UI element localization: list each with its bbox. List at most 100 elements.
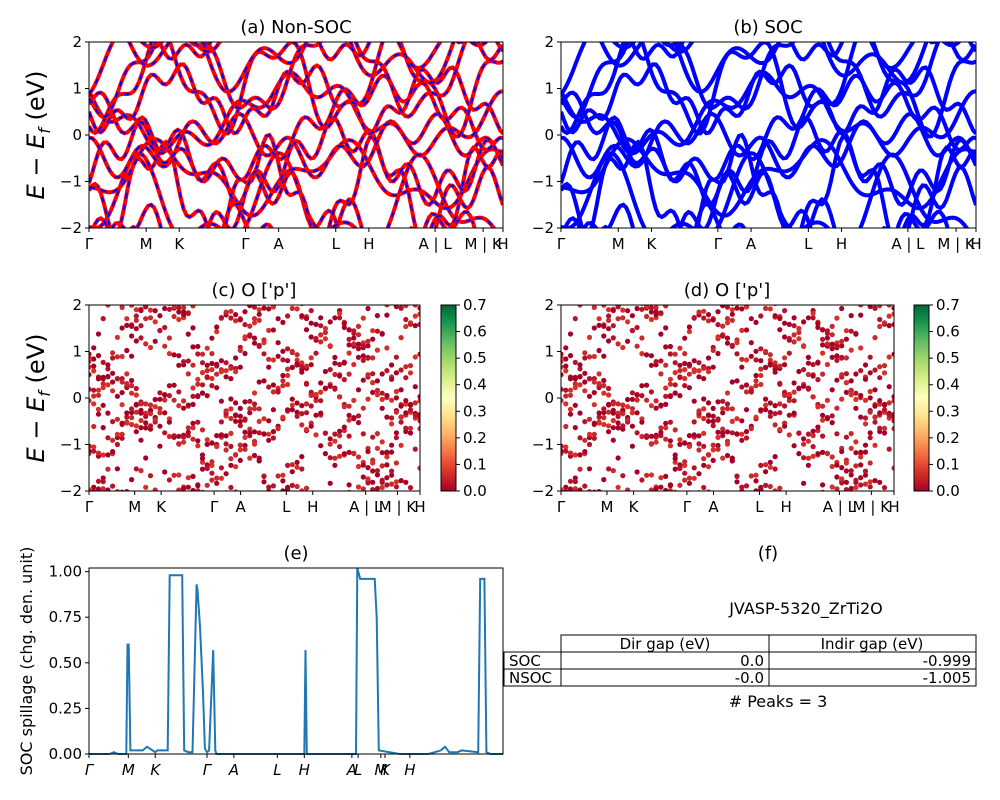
- x-tick-label: Γ: [241, 235, 250, 253]
- band-point: [195, 419, 201, 425]
- band-point: [824, 328, 831, 334]
- band-point: [374, 313, 380, 319]
- band-point: [867, 435, 873, 441]
- band-point: [166, 383, 172, 389]
- band-point: [820, 449, 826, 455]
- band-point: [223, 360, 229, 366]
- band-point: [412, 400, 418, 406]
- band-point: [629, 410, 636, 416]
- band-point: [667, 483, 674, 489]
- band-point: [204, 362, 210, 368]
- band-point: [270, 305, 276, 310]
- band-point: [653, 305, 659, 311]
- band-point: [119, 325, 125, 331]
- band-point: [891, 321, 894, 328]
- band-point: [318, 323, 324, 329]
- band-point: [95, 411, 102, 417]
- band-point: [384, 392, 390, 399]
- band-point: [710, 413, 716, 419]
- band-point: [886, 446, 892, 452]
- band-point: [95, 486, 102, 491]
- band-point: [872, 419, 878, 425]
- band-point: [181, 486, 187, 491]
- band-point: [242, 322, 248, 328]
- band-point: [337, 361, 343, 368]
- band-point: [95, 392, 102, 398]
- band-point: [105, 466, 111, 472]
- panel-f-title: (f): [758, 543, 778, 564]
- x-tick-label: A: [346, 761, 357, 779]
- band-point: [644, 313, 650, 320]
- band-point: [567, 331, 574, 337]
- band-point: [285, 484, 291, 490]
- band-point: [129, 406, 135, 412]
- band-point: [606, 401, 612, 407]
- band-point: [233, 312, 239, 318]
- band-point: [615, 425, 621, 431]
- band-point: [834, 315, 840, 321]
- band-point: [561, 386, 564, 392]
- band-point: [753, 488, 759, 491]
- band-point: [577, 410, 583, 416]
- band-point: [365, 465, 371, 471]
- band-point: [209, 367, 215, 373]
- band-point: [105, 410, 111, 416]
- band-point: [829, 323, 835, 329]
- band-point: [682, 351, 688, 357]
- band-point: [389, 468, 395, 474]
- band-point: [639, 383, 645, 389]
- band-point: [663, 362, 669, 368]
- band-point: [686, 361, 693, 367]
- band-point: [691, 358, 697, 364]
- band-point: [379, 439, 385, 445]
- band-point: [615, 316, 621, 322]
- band-point: [601, 390, 607, 396]
- band-point: [696, 441, 702, 447]
- band-point: [370, 389, 376, 395]
- band-point: [582, 483, 588, 489]
- band-point: [862, 472, 869, 478]
- band-point: [862, 421, 869, 427]
- band-point: [384, 305, 390, 308]
- band-point: [384, 475, 390, 481]
- band-point: [256, 418, 262, 424]
- band-point: [95, 406, 102, 412]
- band-point: [805, 315, 812, 321]
- band-point: [242, 446, 248, 452]
- band-point: [563, 363, 569, 369]
- band-point: [629, 313, 636, 319]
- band-point: [166, 419, 172, 425]
- band-point: [251, 406, 258, 412]
- band-point: [133, 466, 139, 472]
- band-point: [124, 489, 130, 491]
- band-point: [195, 483, 201, 489]
- band-point: [586, 466, 593, 472]
- band-point: [218, 465, 224, 471]
- band-point: [720, 323, 726, 329]
- band-point: [204, 393, 210, 399]
- band-point: [171, 305, 177, 310]
- band-point: [663, 393, 669, 399]
- band-point: [691, 465, 697, 471]
- band-point: [280, 414, 286, 420]
- band-point: [596, 420, 602, 426]
- band-point: [734, 416, 740, 422]
- band-point: [308, 334, 314, 340]
- band-point: [299, 411, 305, 417]
- band-point: [858, 312, 864, 318]
- band-point: [867, 484, 873, 490]
- band-point: [289, 348, 295, 355]
- band-point: [384, 368, 390, 374]
- band-point: [332, 431, 338, 437]
- band-point: [124, 322, 130, 328]
- band-point: [567, 450, 574, 456]
- band-point: [204, 437, 210, 443]
- band-point: [743, 305, 750, 310]
- band-point: [653, 486, 659, 491]
- band-point: [591, 431, 597, 437]
- band-point: [881, 485, 888, 491]
- band-point: [247, 430, 253, 436]
- band-point: [767, 357, 773, 363]
- band-point: [653, 359, 659, 365]
- band-point: [667, 488, 673, 491]
